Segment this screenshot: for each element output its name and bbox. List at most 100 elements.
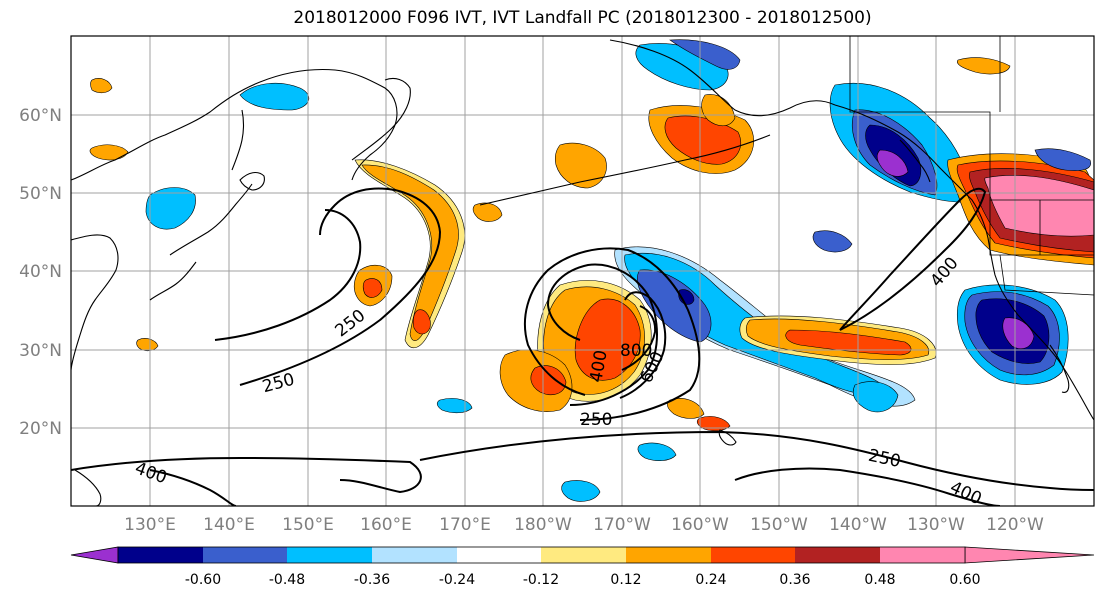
- coast-philippines: [74, 469, 102, 506]
- colorbar-swatch: [626, 547, 711, 563]
- colorbar-label: -0.60: [185, 572, 221, 588]
- borders: [849, 36, 1094, 296]
- shade-orange-small-1: [90, 78, 113, 94]
- shaded-regions: [89, 39, 1094, 502]
- lon-tick-label: 170°E: [439, 515, 491, 535]
- contour-400-south-east: [734, 467, 1001, 506]
- border-canada-us: [849, 36, 1094, 201]
- shade-cyan-south-2: [436, 398, 473, 414]
- shade-orange-small-6: [696, 416, 731, 432]
- lon-tick-label: 150°W: [750, 515, 808, 535]
- shade-purple-southwest: [1002, 317, 1035, 349]
- contour-250-south: [71, 456, 422, 494]
- shade-red-band: [785, 329, 912, 356]
- lat-tick-label: 20°N: [19, 419, 62, 439]
- colorbar-swatch: [118, 547, 203, 563]
- lon-tick-labels: 130°E 140°E 150°E 160°E 170°E 180°W 170°…: [124, 515, 1044, 535]
- shade-red-central-west: [530, 365, 567, 395]
- contour-250-south-east: [419, 430, 1094, 491]
- shade-red-japan-east: [362, 278, 383, 298]
- shade-cyan-northeast-2: [1034, 148, 1091, 171]
- coast-hawaii: [718, 429, 737, 446]
- coast-alaska: [609, 39, 836, 117]
- colorbar-label: 0.12: [610, 572, 641, 588]
- lon-tick-label: 140°E: [203, 515, 255, 535]
- lon-tick-label: 120°W: [986, 515, 1044, 535]
- colorbar-outline: [117, 546, 966, 564]
- contour-250-west-inner: [214, 209, 362, 341]
- coast-kamchatka: [351, 77, 411, 161]
- colorbar-swatch: [287, 547, 372, 563]
- lat-tick-label: 50°N: [19, 184, 62, 204]
- coast-japan-hokkaido: [239, 171, 265, 191]
- lon-tick-label: 180°W: [514, 515, 572, 535]
- coast-baja: [1049, 344, 1070, 393]
- lat-tick-label: 40°N: [19, 262, 62, 282]
- colorbar: -0.60 -0.48 -0.36 -0.24 -0.12 0.12 0.24 …: [70, 546, 1095, 588]
- shade-pink-pnw: [984, 175, 1094, 237]
- colorbar-swatch: [711, 547, 795, 563]
- border-us-states-1: [989, 200, 1094, 256]
- colorbar-arrow-right: [964, 546, 1095, 564]
- shade-purple-northeast: [876, 149, 909, 177]
- shade-cyan-china: [145, 187, 196, 230]
- colorbar-swatch: [795, 547, 880, 563]
- lat-tick-label: 30°N: [19, 341, 62, 361]
- shade-cyan-south-3: [637, 442, 677, 461]
- lat-tick-label: 60°N: [19, 106, 62, 126]
- shade-cyan-south-1: [561, 480, 601, 502]
- shade-red-central: [574, 298, 641, 381]
- colorbar-swatch: [457, 547, 541, 563]
- shade-cyan-north-3: [239, 83, 310, 111]
- lon-tick-label: 160°W: [671, 515, 729, 535]
- lon-tick-label: 130°E: [124, 515, 176, 535]
- colorbar-label: -0.24: [439, 572, 475, 588]
- coast-japan-south: [149, 261, 197, 301]
- colorbar-label: 0.24: [695, 572, 726, 588]
- contour-central-600: [619, 291, 667, 399]
- map-frame: [70, 35, 1095, 507]
- colorbar-swatch: [203, 547, 287, 563]
- shade-cyan-north-2: [669, 39, 741, 70]
- shade-orange-bering: [554, 142, 607, 189]
- coast-asia: [71, 69, 398, 181]
- border-us-states-3: [999, 254, 1094, 296]
- coast-aleutians: [479, 134, 771, 206]
- colorbar-label: -0.36: [354, 572, 390, 588]
- contour-label: 800: [620, 341, 652, 361]
- map-title: 2018012000 F096 IVT, IVT Landfall PC (20…: [293, 8, 872, 28]
- colorbar-label: 0.36: [779, 572, 810, 588]
- ivt-contours: [71, 187, 1094, 506]
- shade-orange-small-3: [472, 202, 503, 222]
- lon-tick-label: 140°W: [829, 515, 887, 535]
- contour-label: 250: [580, 410, 612, 430]
- lon-tick-label: 170°W: [593, 515, 651, 535]
- contour-central-400: [546, 263, 658, 406]
- colorbar-swatch: [541, 547, 626, 563]
- coast-bc-islands: [899, 139, 931, 183]
- coast-japan-honshu: [169, 183, 253, 256]
- colorbar-label: -0.48: [269, 572, 305, 588]
- contour-400-east: [839, 187, 987, 331]
- contour-central-800: [621, 305, 657, 371]
- coast-sakhalin: [231, 109, 245, 171]
- colorbar-label: 0.60: [949, 572, 980, 588]
- lat-tick-labels: 20°N 30°N 40°N 50°N 60°N: [19, 106, 62, 439]
- lon-tick-label: 160°E: [360, 515, 412, 535]
- lon-tick-label: 150°E: [282, 515, 334, 535]
- shade-medblue-central-2: [812, 230, 853, 253]
- contour-central-outer: [524, 247, 701, 421]
- colorbar-swatch: [372, 547, 457, 563]
- colorbar-label: 0.48: [864, 572, 895, 588]
- shade-orange-small-5: [957, 57, 1011, 75]
- coast-north-america: [834, 104, 1094, 421]
- shade-orange-kuril: [361, 164, 459, 341]
- shade-cyan-hawaii: [852, 381, 899, 413]
- coast-korea-china: [71, 234, 119, 371]
- contour-400-southwest: [149, 469, 237, 506]
- shade-orange-small-4: [667, 398, 705, 419]
- coastlines: [71, 39, 1094, 506]
- shade-red-kuril: [412, 309, 431, 335]
- colorbar-swatch: [880, 547, 965, 563]
